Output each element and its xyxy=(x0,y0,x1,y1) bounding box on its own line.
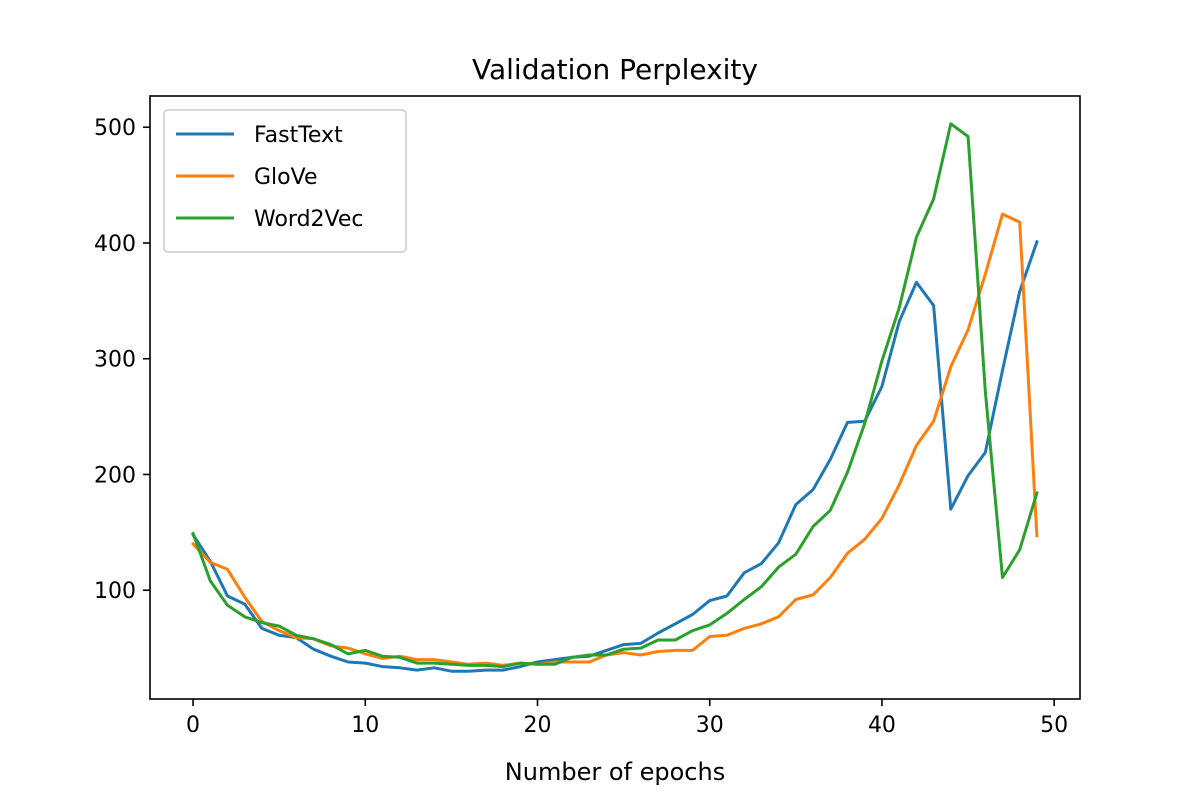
y-axis-ticks: 100 200 300 400 500 xyxy=(94,116,150,604)
series-line-fasttext xyxy=(191,239,1039,673)
series-group xyxy=(190,122,1039,673)
legend-label-fasttext: FastText xyxy=(254,123,343,148)
series-line-word2vec xyxy=(191,122,1039,669)
y-tick-label: 500 xyxy=(94,116,136,141)
legend-label-glove: GloVe xyxy=(254,165,318,190)
x-tick-label: 10 xyxy=(351,713,379,738)
x-tick-label: 20 xyxy=(524,713,552,738)
legend-label-word2vec: Word2Vec xyxy=(254,207,364,232)
x-axis-ticks: 0 10 20 30 40 50 xyxy=(186,699,1068,738)
x-tick-label: 40 xyxy=(868,713,896,738)
legend: FastText GloVe Word2Vec xyxy=(163,109,407,253)
x-axis-label: Number of epochs xyxy=(505,758,725,786)
plot-area-frame xyxy=(149,95,1081,700)
chart-title: Validation Perplexity xyxy=(472,53,758,86)
x-tick-label: 50 xyxy=(1040,713,1068,738)
x-tick-label: 0 xyxy=(186,713,200,738)
y-tick-label: 400 xyxy=(94,232,136,257)
y-tick-label: 300 xyxy=(94,348,136,373)
y-tick-label: 100 xyxy=(94,579,136,604)
x-tick-label: 30 xyxy=(696,713,724,738)
y-tick-label: 200 xyxy=(94,463,136,488)
